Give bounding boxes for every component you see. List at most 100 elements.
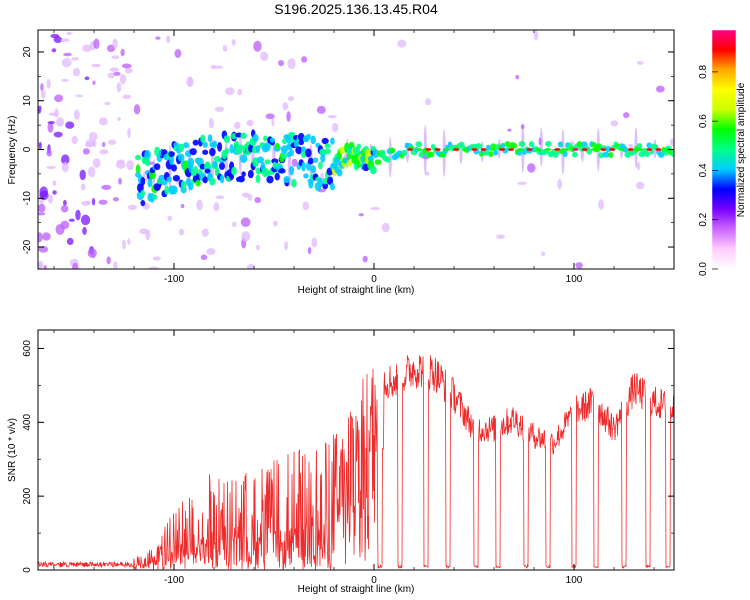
heatmap-cell xyxy=(346,152,352,160)
heatmap-cell xyxy=(520,124,525,130)
heatmap-cell xyxy=(254,197,261,204)
heatmap-cell xyxy=(122,94,132,100)
heatmap-cell xyxy=(274,172,280,181)
heatmap-cell xyxy=(112,197,119,202)
heatmap-cell xyxy=(528,141,535,148)
heatmap-cell xyxy=(222,45,228,52)
heatmap-cell xyxy=(356,143,362,149)
heatmap-cell xyxy=(174,49,182,58)
heatmap-cell xyxy=(331,122,339,133)
colorbar-tick-label: 0.4 xyxy=(698,163,709,177)
heatmap-cell xyxy=(305,148,312,158)
heatmap-cell xyxy=(545,140,552,147)
heatmap-cell xyxy=(127,127,131,139)
heatmap-cell xyxy=(47,121,55,125)
spectrogram-x-tick-label: 0 xyxy=(371,274,377,285)
heatmap-cell xyxy=(312,157,319,163)
spectrogram-y-ticks: -20 -10 0 10 20 xyxy=(22,46,674,254)
snr-x-tick-label: -100 xyxy=(164,575,184,586)
heatmap-cell xyxy=(178,143,185,153)
heatmap-cell xyxy=(389,147,396,154)
heatmap-cell xyxy=(370,206,381,211)
heatmap-cell xyxy=(622,146,629,153)
heatmap-cell xyxy=(490,143,496,150)
heatmap-cell xyxy=(212,161,218,169)
heatmap-cell xyxy=(518,140,526,147)
heatmap-cell xyxy=(301,56,308,63)
heatmap-cell xyxy=(635,181,645,190)
heatmap-cell xyxy=(367,155,374,162)
heatmap-cell xyxy=(271,158,279,164)
heatmap-cell xyxy=(527,163,536,173)
heatmap-cell xyxy=(586,148,593,155)
heatmap-cell xyxy=(475,143,483,150)
heatmap-cell xyxy=(206,248,216,255)
snr-y-tick-label: 200 xyxy=(22,487,33,504)
heatmap-cell xyxy=(266,175,274,184)
heatmap-cell xyxy=(356,160,362,169)
heatmap-cell xyxy=(210,64,217,70)
heatmap-cell xyxy=(92,158,101,168)
heatmap-cell xyxy=(602,151,610,158)
heatmap-cell xyxy=(636,161,641,171)
heatmap-cell xyxy=(517,148,524,151)
heatmap-cell xyxy=(202,149,209,155)
heatmap-cell xyxy=(643,150,650,157)
heatmap-cell xyxy=(152,194,158,200)
heatmap-cell xyxy=(215,195,225,200)
heatmap-cell xyxy=(321,137,329,145)
spectrogram-y-tick-label: 10 xyxy=(22,95,33,107)
heatmap-cell xyxy=(496,234,506,239)
heatmap-cell xyxy=(562,150,568,157)
heatmap-cell xyxy=(326,176,334,186)
heatmap-cell xyxy=(172,174,181,182)
heatmap-cell xyxy=(60,154,70,165)
heatmap-cell xyxy=(308,180,314,189)
heatmap-cell xyxy=(38,260,44,269)
heatmap-cell xyxy=(170,185,178,195)
heatmap-cell xyxy=(113,71,121,76)
heatmap-cell xyxy=(229,144,234,154)
heatmap-cell xyxy=(85,141,94,148)
heatmap-cell xyxy=(147,178,153,188)
colorbar-tick-label: 0.6 xyxy=(698,114,709,128)
heatmap-cell xyxy=(165,35,171,43)
heatmap-cell xyxy=(581,148,588,151)
heatmap-cell xyxy=(636,60,644,65)
heatmap-cell xyxy=(425,148,432,151)
heatmap-cell xyxy=(307,246,312,255)
heatmap-cell xyxy=(287,58,296,70)
heatmap-cell xyxy=(241,231,251,242)
heatmap-cell xyxy=(369,165,377,175)
heatmap-cell xyxy=(225,87,235,95)
heatmap-cell xyxy=(462,148,469,151)
heatmap-cell xyxy=(557,141,563,148)
heatmap-cell xyxy=(329,182,335,191)
heatmap-cell xyxy=(111,55,120,60)
heatmap-cell xyxy=(53,131,63,138)
heatmap-cell xyxy=(330,137,335,145)
heatmap-cell xyxy=(91,197,96,206)
chart-title: S196.2025.136.13.45.R04 xyxy=(274,1,438,17)
heatmap-cell xyxy=(40,83,44,92)
heatmap-cell xyxy=(372,148,379,159)
heatmap-cell xyxy=(208,117,214,129)
heatmap-cell xyxy=(295,146,303,155)
heatmap-cell xyxy=(572,151,578,158)
heatmap-cell xyxy=(98,199,108,205)
colorbar-frame xyxy=(711,29,737,270)
heatmap-cell xyxy=(358,213,364,217)
heatmap-cell xyxy=(148,266,159,269)
heatmap-cell xyxy=(284,241,289,251)
heatmap-cell xyxy=(541,251,546,257)
heatmap-cell xyxy=(81,201,91,206)
heatmap-cell xyxy=(623,112,630,119)
heatmap-cell xyxy=(670,150,674,157)
heatmap-cell xyxy=(213,202,220,212)
heatmap-cell xyxy=(535,148,542,151)
heatmap-cell xyxy=(255,145,261,153)
heatmap-cell xyxy=(60,204,69,213)
heatmap-cell xyxy=(618,148,625,151)
spectrogram-y-tick-label: 0 xyxy=(22,146,33,152)
heatmap-cell xyxy=(324,148,331,155)
